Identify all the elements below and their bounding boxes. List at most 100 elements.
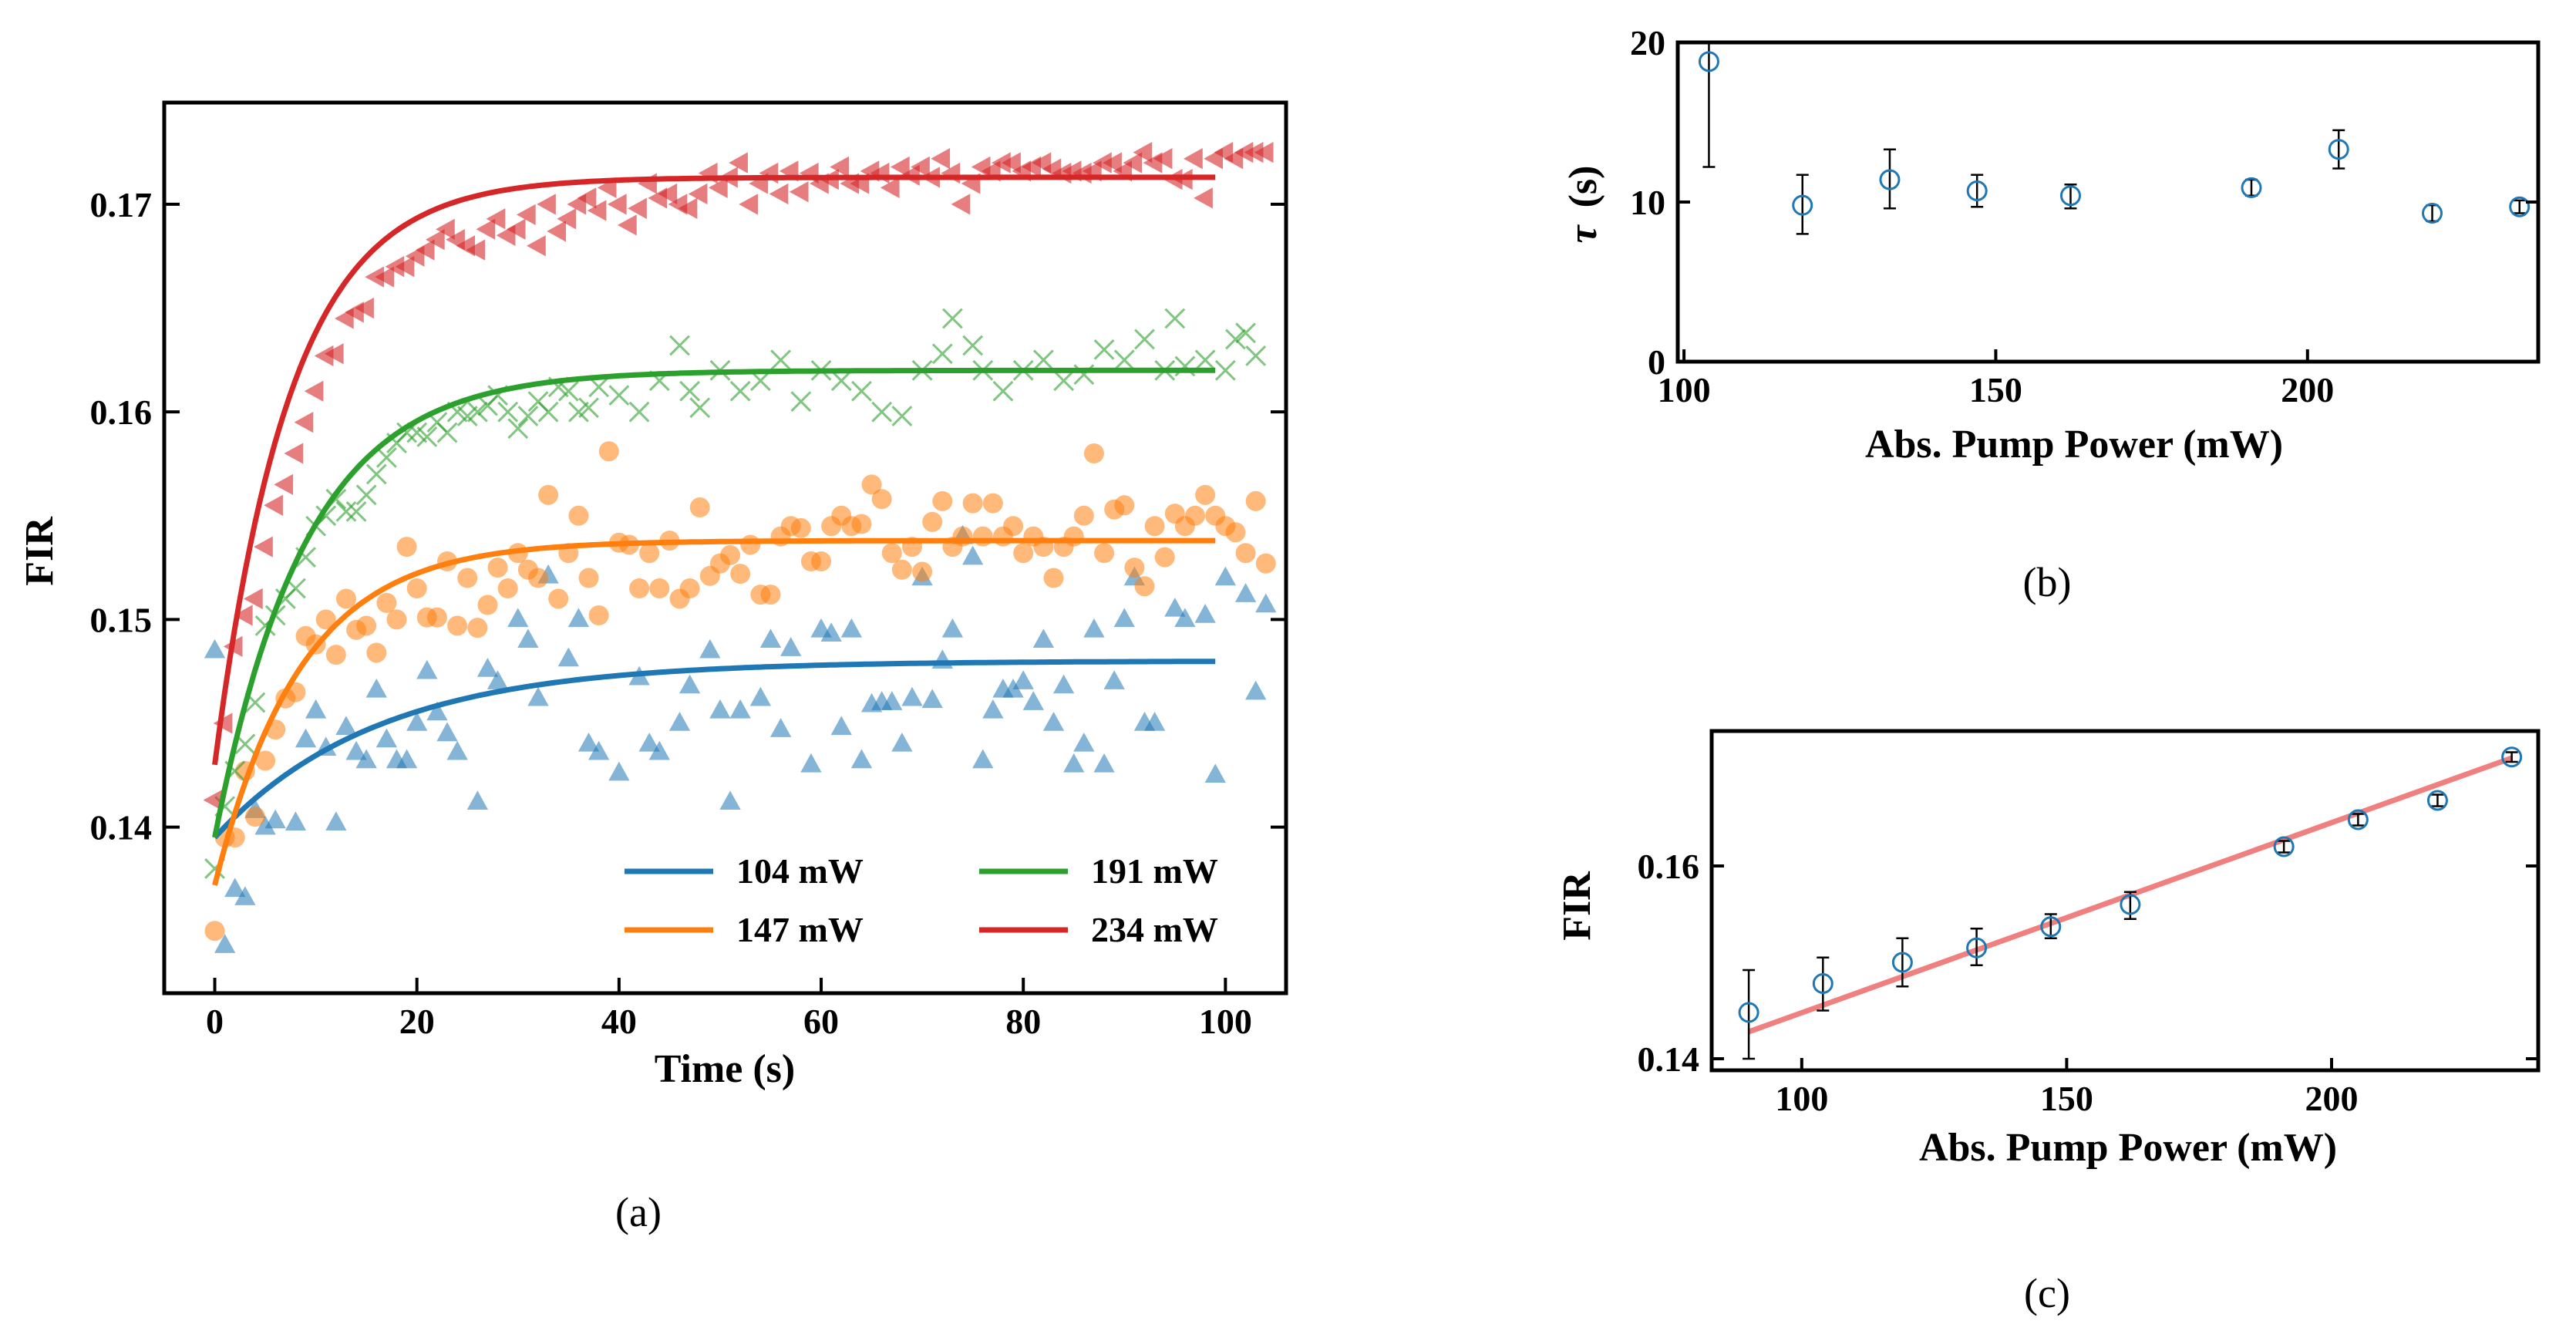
data-point-234mw	[739, 194, 759, 215]
data-point-191mw	[1164, 308, 1186, 329]
data-point-104mw	[1214, 566, 1237, 586]
data-point-104mw	[396, 749, 418, 769]
data-point-234mw	[769, 183, 789, 205]
data-point-147mw	[639, 543, 660, 564]
data-point-104mw	[1143, 712, 1166, 731]
data-point-234mw	[931, 148, 951, 170]
panel-b-y-tick-label: 10	[1630, 183, 1665, 222]
data-point-147mw	[457, 568, 478, 588]
data-point-147mw	[487, 558, 508, 578]
data-point-234mw	[527, 235, 546, 257]
data-point-104mw	[1234, 583, 1257, 602]
data-point-104mw	[1194, 604, 1216, 623]
data-point-147mw	[1083, 443, 1104, 463]
data-point-104mw	[345, 740, 367, 760]
data-point-234mw	[486, 208, 506, 230]
panel-c-plot-frame	[1709, 729, 2541, 1073]
data-point-104mw	[234, 886, 256, 905]
data-point-147mw	[477, 595, 498, 615]
data-point-147mw	[962, 493, 983, 514]
data-point-147mw	[255, 750, 276, 771]
data-point-191mw	[729, 380, 751, 402]
data-point-147mw	[1124, 558, 1145, 578]
data-point-147mw	[578, 568, 599, 588]
data-point-147mw	[871, 489, 892, 510]
data-point-104mw	[729, 699, 751, 719]
data-point-234mw	[233, 605, 253, 626]
data-point-191mw	[1134, 328, 1155, 350]
panel-a-caption: (a)	[615, 1189, 662, 1235]
data-point-104mw	[1002, 678, 1024, 698]
data-point-104mw	[446, 740, 468, 760]
data-point-234mw	[1093, 152, 1112, 174]
data-point-191mw	[466, 401, 488, 423]
data-point-104mw	[982, 699, 1004, 719]
data-point-147mw	[528, 568, 548, 588]
panel-c-data-point	[1966, 937, 1988, 958]
data-point-191mw	[578, 397, 599, 419]
data-point-104mw	[941, 618, 964, 638]
panel-b-data-point	[2422, 202, 2443, 224]
data-point-104mw	[1174, 608, 1196, 628]
data-point-191mw	[749, 370, 771, 392]
data-point-191mw	[557, 380, 579, 402]
data-point-234mw	[284, 443, 304, 464]
data-point-234mw	[638, 173, 657, 194]
data-point-191mw	[375, 446, 397, 468]
panel-b-data-point	[1792, 194, 1813, 216]
data-point-147mw	[335, 588, 356, 609]
data-point-104mw	[901, 686, 923, 706]
data-point-234mw	[880, 177, 900, 199]
data-point-234mw	[264, 494, 283, 516]
panel-c-data-point	[2273, 836, 2295, 857]
panel-c-fir-vs-power: 100 150 200 0.14 0.16 Abs. Pump Power (mW) F…	[1555, 729, 2541, 1316]
data-point-191mw	[1225, 328, 1246, 350]
data-point-191mw	[628, 401, 650, 423]
data-point-234mw	[314, 345, 334, 367]
data-point-234mw	[729, 152, 748, 174]
panel-b-x-axis-label: Abs. Pump Power (mW)	[1865, 423, 2283, 467]
data-point-234mw	[415, 239, 435, 261]
data-point-104mw	[295, 728, 317, 748]
panel-b-y-axis-symbol: τ	[1561, 224, 1605, 243]
data-point-104mw	[1042, 712, 1065, 731]
data-point-147mw	[740, 534, 761, 555]
data-point-104mw	[476, 658, 499, 677]
data-point-191mw	[891, 406, 913, 426]
fit-curve-104mw	[212, 659, 1216, 840]
data-point-147mw	[1255, 553, 1276, 574]
data-point-191mw	[689, 397, 711, 419]
data-point-191mw	[1194, 349, 1216, 371]
panel-a-x-tick-label: 40	[601, 1002, 637, 1041]
data-point-104mw	[375, 728, 398, 748]
data-point-191mw	[679, 380, 701, 402]
panel-a-x-tick-label: 0	[206, 1002, 224, 1041]
data-point-147mw	[811, 551, 832, 571]
data-point-234mw	[1002, 152, 1021, 174]
data-point-104mw	[1083, 618, 1105, 638]
data-point-191mw	[830, 370, 852, 392]
data-point-147mw	[922, 511, 943, 532]
data-point-147mw	[204, 921, 225, 942]
panel-c-x-tick-label: 200	[2305, 1079, 2359, 1118]
data-point-191mw	[1214, 359, 1236, 381]
data-point-234mw	[708, 177, 728, 199]
panel-c-y-axis-label: FIR	[1555, 871, 1599, 941]
panel-a-x-tick-label: 60	[803, 1002, 839, 1041]
data-point-191mw	[931, 343, 953, 365]
data-point-191mw	[1053, 370, 1075, 392]
data-point-104mw	[679, 674, 701, 694]
panel-a-y-tick-label: 0.17	[90, 185, 153, 224]
data-point-104mw	[800, 753, 822, 773]
data-point-104mw	[1103, 670, 1125, 689]
panel-a-x-tick-label: 100	[1199, 1002, 1252, 1041]
data-point-234mw	[992, 152, 1011, 174]
panel-c-data-point	[1891, 952, 1913, 973]
panel-b-y-axis-unit: (s)	[1561, 166, 1605, 208]
data-point-104mw	[487, 670, 509, 689]
panel-c-x-tick-label: 100	[1775, 1079, 1828, 1118]
legend-label-234mw: 234 mW	[1091, 910, 1218, 949]
data-point-104mw	[830, 716, 852, 736]
data-point-104mw	[1022, 691, 1044, 710]
